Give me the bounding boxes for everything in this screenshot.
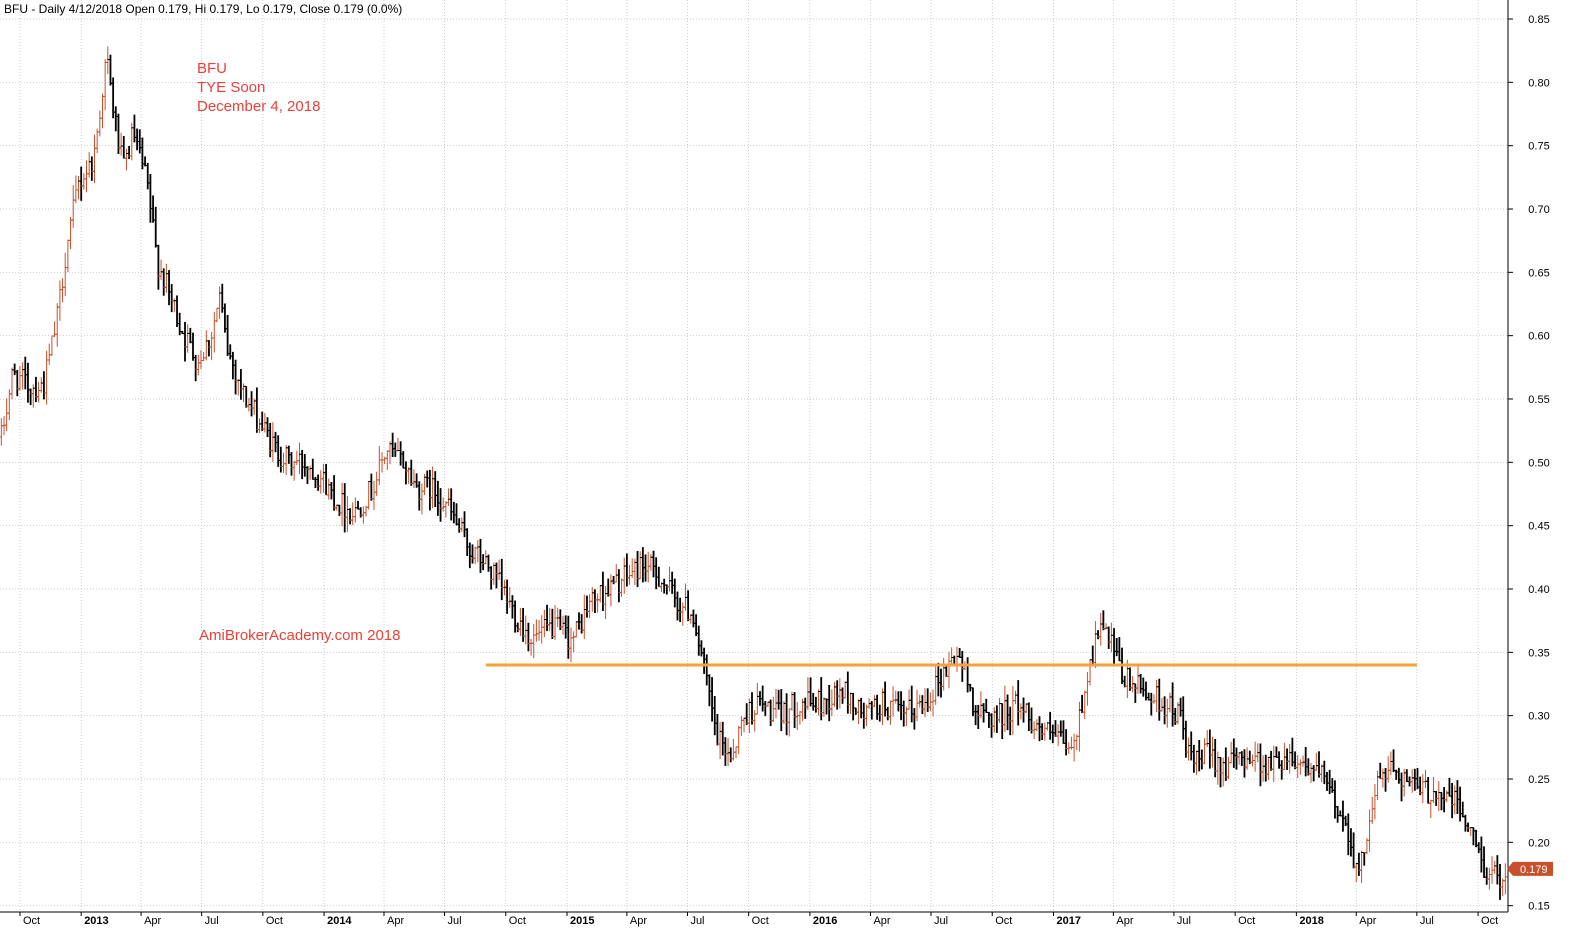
x-tick-label: Jul: [1420, 915, 1434, 927]
x-tick-label: Jul: [205, 915, 219, 927]
last-price-badge-shape: [1507, 861, 1553, 876]
annotation-ticker: BFU: [197, 60, 227, 77]
y-tick-label: 0.15: [1528, 901, 1549, 913]
last-price-badge: 0.179: [1507, 861, 1553, 876]
axis-layer: 0.15 0.20 0.25 0.30 0.35 0.40 0.45 0.50 0.55 0.60…: [0, 0, 1550, 927]
y-tick-label: 0.35: [1528, 647, 1549, 659]
x-tick-label: 2013: [84, 915, 108, 927]
x-tick-label: Jul: [690, 915, 704, 927]
y-tick-label: 0.30: [1528, 711, 1549, 723]
x-tick-label: Apr: [1359, 915, 1376, 927]
chart-header: BFU - Daily 4/12/2018 Open 0.179, Hi 0.1…: [4, 2, 402, 16]
x-tick-label: Apr: [144, 915, 161, 927]
x-tick-label: 2018: [1299, 915, 1323, 927]
x-tick-label: Jul: [448, 915, 462, 927]
x-tick-label: Oct: [752, 915, 769, 927]
y-tick-label: 0.40: [1528, 584, 1549, 596]
x-tick-label: Oct: [995, 915, 1012, 927]
x-tick-label: 2014: [327, 915, 352, 927]
grid-layer: [0, 0, 1508, 912]
x-tick-label: Oct: [266, 915, 283, 927]
y-tick-label: 0.85: [1528, 14, 1549, 26]
y-tick-label: 0.60: [1528, 331, 1549, 343]
x-tick-label: Oct: [1481, 915, 1498, 927]
y-tick-label: 0.20: [1528, 837, 1549, 849]
y-tick-label: 0.50: [1528, 457, 1549, 469]
y-tick-label: 0.80: [1528, 77, 1549, 89]
x-tick-label: Oct: [509, 915, 526, 927]
last-price-label: 0.179: [1520, 864, 1548, 876]
x-tick-label: Apr: [630, 915, 647, 927]
x-tick-label: Jul: [1177, 915, 1191, 927]
annotation-author: TYE Soon: [197, 79, 265, 96]
y-tick-label: 0.25: [1528, 774, 1549, 786]
y-tick-label: 0.70: [1528, 204, 1549, 216]
annotation-date: December 4, 2018: [197, 98, 320, 115]
x-tick-label: 2016: [813, 915, 837, 927]
y-tick-label: 0.45: [1528, 521, 1549, 533]
x-tick-label: 2017: [1056, 915, 1080, 927]
x-tick-label: Apr: [873, 915, 890, 927]
x-tick-label: Oct: [23, 915, 40, 927]
y-tick-label: 0.65: [1528, 267, 1549, 279]
x-tick-label: Apr: [387, 915, 404, 927]
x-tick-label: Oct: [1238, 915, 1255, 927]
y-tick-label: 0.55: [1528, 394, 1549, 406]
bars-layer: [0, 46, 1509, 900]
watermark-text: AmiBrokerAcademy.com 2018: [199, 627, 400, 644]
x-tick-label: Jul: [934, 915, 948, 927]
y-tick-label: 0.75: [1528, 141, 1549, 153]
x-tick-label: Apr: [1116, 915, 1133, 927]
x-tick-label: 2015: [570, 915, 594, 927]
